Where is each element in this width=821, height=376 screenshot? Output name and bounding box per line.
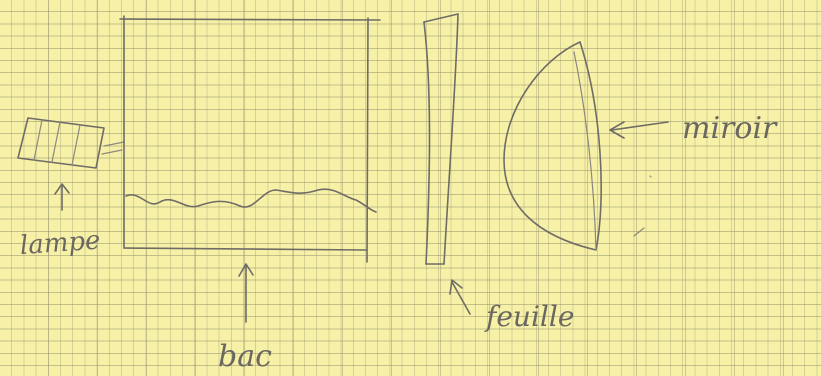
mirror-label: miroir	[682, 111, 778, 146]
tank-drawing	[119, 15, 381, 263]
sheet-label: feuille	[484, 300, 574, 333]
lamp-label: lampe	[19, 226, 101, 262]
lamp-drawing	[17, 117, 125, 169]
tank-label: bac	[218, 339, 272, 374]
sheet-arrow	[449, 279, 471, 315]
stray-dot	[649, 175, 652, 178]
water-line	[125, 188, 377, 213]
stray-mark	[633, 227, 645, 237]
tank-arrow	[238, 263, 254, 323]
paper-sheet-drawing	[423, 13, 459, 265]
mirror-arrow	[609, 121, 669, 139]
mirror-drawing	[503, 41, 602, 251]
lamp-arrow	[54, 183, 70, 211]
